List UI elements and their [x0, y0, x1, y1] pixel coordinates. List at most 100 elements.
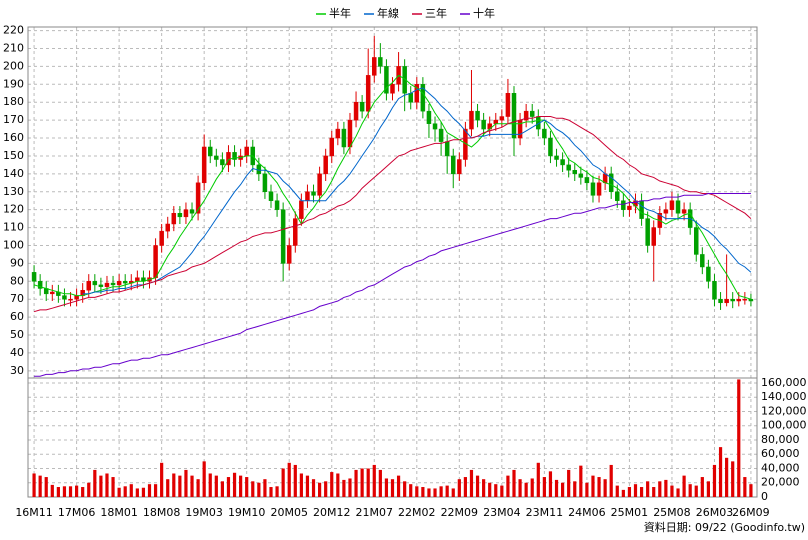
volume-bar: [542, 477, 546, 497]
volume-bar: [172, 473, 176, 497]
x-tick-label: 22M02: [398, 506, 436, 519]
candle-body: [444, 141, 450, 157]
volume-bar: [372, 464, 376, 497]
volume-bar: [561, 482, 565, 497]
y2-tick-label: 100,000: [761, 419, 807, 432]
volume-bar: [32, 473, 36, 497]
candle-body: [402, 66, 407, 94]
volume-bar: [749, 484, 753, 497]
volume-bar: [305, 475, 310, 497]
volume-bar: [93, 469, 97, 497]
y-tick-label: 40: [10, 346, 24, 359]
candle-body: [323, 155, 328, 175]
volume-bar: [38, 475, 42, 497]
candle-body: [244, 146, 249, 157]
y-tick-label: 80: [10, 274, 24, 287]
candle-body: [414, 84, 420, 103]
x-tick-label: 19M03: [185, 506, 223, 519]
y-tick-label: 120: [3, 203, 24, 216]
candle-body: [92, 281, 98, 286]
candle-body: [262, 173, 268, 193]
candle-body: [110, 282, 116, 286]
volume-bar: [706, 481, 710, 497]
x-tick-label: 23M11: [526, 506, 564, 519]
volume-bar: [342, 479, 346, 497]
volume-bar: [390, 479, 395, 497]
x-tick-label: 26M09: [732, 506, 770, 519]
volume-bar: [214, 475, 218, 497]
y2-tick-label: 120,000: [761, 404, 807, 417]
candle-body: [590, 182, 596, 196]
volume-bar: [160, 462, 164, 497]
candle-body: [596, 182, 602, 196]
y-tick-label: 100: [3, 238, 24, 251]
candle-body: [639, 200, 644, 219]
y-tick-label: 50: [10, 328, 24, 341]
volume-bar: [251, 481, 255, 497]
candle-body: [104, 282, 110, 287]
volume-bar: [354, 469, 358, 497]
candle-body: [50, 291, 55, 295]
volume-bar: [105, 473, 109, 497]
x-tick-label: 16M11: [15, 506, 53, 519]
volume-bar: [239, 475, 243, 497]
volume-bar: [694, 485, 698, 497]
volume-bar: [336, 473, 340, 497]
candle-body: [98, 284, 104, 287]
candle-body: [268, 191, 274, 201]
candle-body: [736, 298, 742, 302]
volume-bar: [190, 475, 194, 497]
candle-body: [335, 128, 341, 139]
candle-body: [718, 298, 723, 304]
volume-bar: [609, 464, 613, 497]
candle-body: [232, 152, 237, 160]
candle-body: [195, 182, 201, 214]
candle-body: [293, 218, 298, 246]
y-tick-label: 190: [3, 77, 24, 90]
volume-bar: [123, 486, 127, 497]
candle-body: [62, 295, 67, 300]
y2-tick-label: 140,000: [761, 390, 807, 403]
volume-bar: [50, 484, 54, 497]
legend-label: 年線: [377, 6, 399, 20]
volume-bar: [275, 486, 279, 497]
x-tick-label: 20M05: [270, 506, 308, 519]
y-tick-label: 210: [3, 41, 24, 54]
volume-bar: [597, 477, 601, 497]
candle-body: [475, 110, 480, 121]
y-tick-label: 140: [3, 167, 24, 180]
volume-bar: [451, 488, 455, 497]
y-tick-label: 90: [10, 256, 24, 269]
volume-bar: [488, 482, 492, 497]
candle-body: [426, 110, 432, 124]
candle-body: [189, 209, 195, 214]
x-tick-label: 23M04: [483, 506, 521, 519]
volume-bar: [81, 487, 85, 497]
candle-body: [31, 272, 37, 282]
volume-bar: [718, 447, 723, 497]
candle-body: [286, 245, 292, 264]
volume-bar: [482, 479, 486, 497]
volume-bar: [111, 477, 115, 497]
x-tick-label: 21M07: [356, 506, 394, 519]
candle-body: [663, 209, 669, 214]
ma-line: [82, 87, 752, 295]
candle-body: [68, 298, 73, 301]
candle-body: [214, 155, 219, 160]
candle-body: [165, 223, 170, 232]
volume-bar: [439, 486, 443, 497]
volume-bar: [263, 479, 267, 497]
y-tick-label: 70: [10, 292, 24, 305]
candle-body: [694, 227, 699, 255]
volume-bar: [226, 477, 231, 497]
candle-body: [675, 200, 681, 214]
volume-bar: [129, 484, 133, 497]
volume-bar: [737, 379, 741, 497]
candle-body: [201, 146, 207, 184]
candle-body: [621, 200, 626, 210]
volume-bar: [530, 478, 534, 497]
volume-bar: [178, 475, 182, 497]
candle-body: [748, 298, 754, 302]
candle-body: [372, 57, 377, 76]
candle-body: [560, 159, 565, 166]
